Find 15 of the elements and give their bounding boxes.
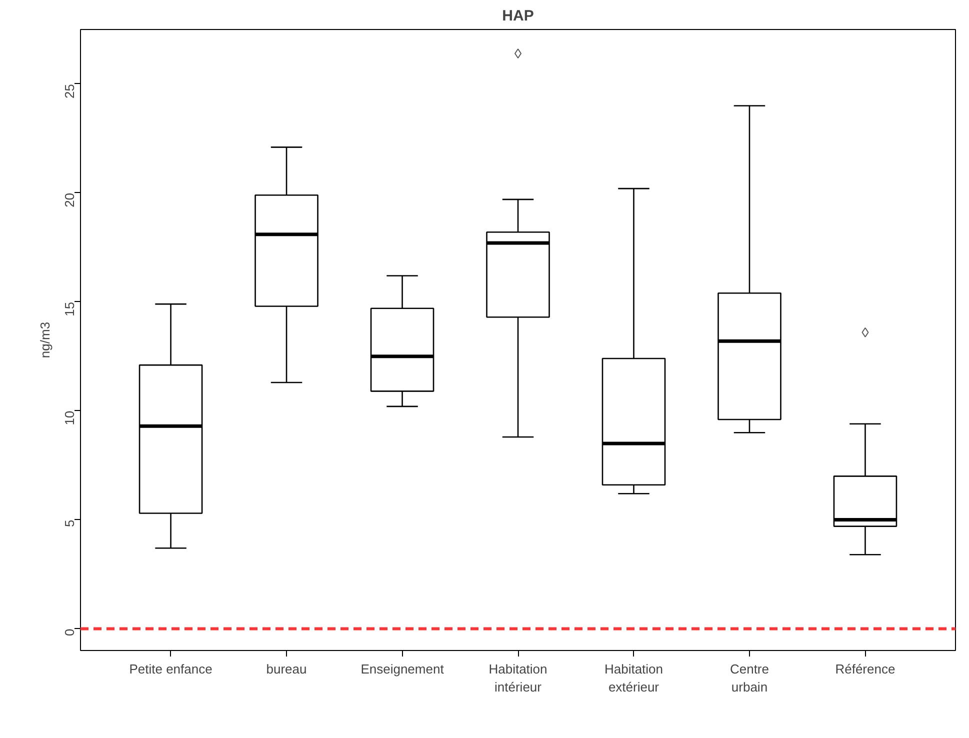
y-tick-label: 15 <box>62 302 77 316</box>
chart-title: HAP <box>502 8 534 24</box>
y-tick-label: 5 <box>62 520 77 527</box>
y-tick-label: 20 <box>62 192 77 208</box>
y-tick-label: 10 <box>62 410 77 426</box>
x-tick-label: Habitation intérieur <box>488 662 548 694</box>
y-tick-label: 0 <box>62 628 77 636</box>
x-tick-label: Référence <box>835 662 896 676</box>
x-tick-label: Centre urbain <box>730 662 770 694</box>
y-tick-label: 25 <box>62 84 77 98</box>
x-tick-label: Enseignement <box>360 662 444 676</box>
y-axis-title: ng/m3 <box>38 322 52 358</box>
x-tick-label: bureau <box>266 662 307 676</box>
x-tick-label: Habitation extérieur <box>604 662 664 694</box>
x-tick-label: Petite enfance <box>129 662 212 676</box>
